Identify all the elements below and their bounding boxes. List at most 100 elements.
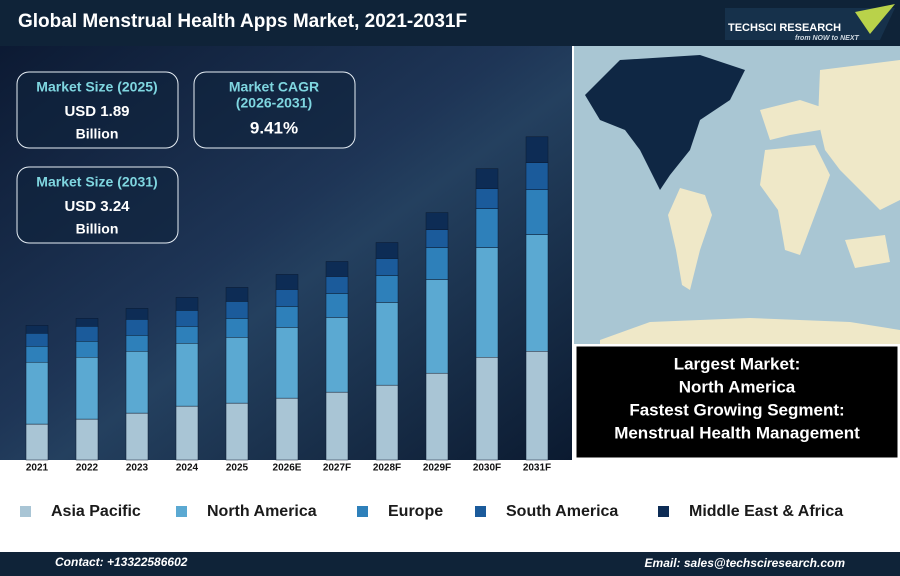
bar-segment xyxy=(525,189,549,235)
legend-swatch xyxy=(20,506,31,517)
stat-box xyxy=(16,71,179,149)
stat-unit: Billion xyxy=(76,126,119,142)
map-south-america xyxy=(668,188,712,290)
map-north-america xyxy=(585,55,745,190)
bar-segment xyxy=(425,212,449,230)
bar-segment xyxy=(75,326,99,342)
highlight-line: Fastest Growing Segment: xyxy=(629,400,844,419)
legend-swatch xyxy=(357,506,368,517)
stat-label: Market Size (2025) xyxy=(36,79,157,95)
stat-unit: Billion xyxy=(76,221,119,237)
x-tick-label: 2030F xyxy=(473,463,501,474)
stat-box xyxy=(16,166,179,244)
x-tick-label: 2022 xyxy=(76,463,99,474)
bar-segment xyxy=(325,317,349,393)
x-tick-label: 2031F xyxy=(523,463,551,474)
bar-segment xyxy=(375,275,399,303)
bar-segment xyxy=(425,247,449,280)
bar-segment xyxy=(375,302,399,386)
bar-segment xyxy=(225,301,249,319)
bar-segment xyxy=(125,412,149,461)
stat-value: 9.41% xyxy=(250,118,298,137)
bar-segment xyxy=(25,333,49,347)
bar-segment xyxy=(525,234,549,352)
bar-segment xyxy=(425,279,449,374)
highlight-line: Largest Market: xyxy=(674,354,801,373)
bar-segment xyxy=(425,372,449,461)
bar-segment xyxy=(525,162,549,190)
highlight-line: Menstrual Health Management xyxy=(614,423,860,442)
x-tick-label: 2027F xyxy=(323,463,351,474)
bar-segment xyxy=(175,297,199,311)
bar-segment xyxy=(275,289,299,307)
highlight-box xyxy=(575,345,899,459)
logo-name: TECHSCI RESEARCH xyxy=(728,22,841,34)
bar-segment xyxy=(475,188,499,209)
bar-segment xyxy=(175,326,199,344)
bar-segment xyxy=(475,168,499,189)
bar-segment xyxy=(475,356,499,461)
bar-segment xyxy=(225,402,249,461)
bar-segment xyxy=(375,258,399,276)
stat-period: (2026-2031) xyxy=(236,95,312,111)
map-australia xyxy=(845,235,890,268)
logo-tagline: from NOW to NEXT xyxy=(795,35,859,42)
stat-value: USD 1.89 xyxy=(64,103,129,120)
bar-segment xyxy=(125,335,149,352)
bar-segment xyxy=(275,397,299,461)
bar-segment xyxy=(75,318,99,327)
bar-segment xyxy=(375,384,399,461)
bar-segment xyxy=(325,261,349,277)
legend-label: Middle East & Africa xyxy=(689,503,843,520)
legend-label: South America xyxy=(506,503,618,520)
x-tick-label: 2021 xyxy=(26,463,49,474)
bar-segment xyxy=(175,343,199,407)
bar-segment xyxy=(175,310,199,327)
bar-segment xyxy=(25,325,49,334)
map-antarctica xyxy=(600,318,900,344)
x-tick-label: 2026E xyxy=(273,463,302,474)
bar-segment xyxy=(225,287,249,302)
bar-segment xyxy=(225,337,249,404)
stat-value: USD 3.24 xyxy=(64,198,130,215)
footer-bar xyxy=(0,552,900,576)
map-europe xyxy=(760,100,830,140)
title: Global Menstrual Health Apps Market, 202… xyxy=(18,11,467,32)
logo-bg xyxy=(725,8,895,40)
footer-contact: Contact: +13322586602 xyxy=(55,555,188,569)
x-tick-label: 2025 xyxy=(226,463,249,474)
bar-segment xyxy=(475,208,499,248)
bar-segment xyxy=(275,274,299,290)
bar-segment xyxy=(175,405,199,461)
x-tick-label: 2028F xyxy=(373,463,401,474)
bar-segment xyxy=(425,229,449,248)
stat-box xyxy=(193,71,356,149)
bar-segment xyxy=(325,293,349,318)
bar-segment xyxy=(125,319,149,336)
bar-segment xyxy=(25,346,49,363)
footer-email: Email: sales@techsciresearch.com xyxy=(645,556,846,570)
bar-segment xyxy=(525,351,549,461)
stat-label: Market Size (2031) xyxy=(36,174,157,190)
map-africa xyxy=(760,145,830,255)
x-tick-label: 2029F xyxy=(423,463,451,474)
bar-segment xyxy=(475,247,499,358)
bar-segment xyxy=(375,242,399,259)
legend-swatch xyxy=(475,506,486,517)
bar-segment xyxy=(75,356,99,420)
stat-label: Market CAGR xyxy=(229,79,319,95)
bar-segment xyxy=(225,318,249,338)
axis-band xyxy=(0,460,572,476)
legend-label: North America xyxy=(207,503,317,520)
legend-label: Europe xyxy=(388,503,443,520)
x-tick-label: 2024 xyxy=(176,463,199,474)
bar-segment xyxy=(275,306,299,328)
map-asia xyxy=(818,60,900,210)
bar-segment xyxy=(125,351,149,414)
bar-segment xyxy=(75,418,99,461)
bar-segment xyxy=(25,423,49,461)
bar-segment xyxy=(275,327,299,399)
highlight-line: North America xyxy=(679,377,796,396)
legend-label: Asia Pacific xyxy=(51,503,141,520)
bar-segment xyxy=(75,341,99,358)
